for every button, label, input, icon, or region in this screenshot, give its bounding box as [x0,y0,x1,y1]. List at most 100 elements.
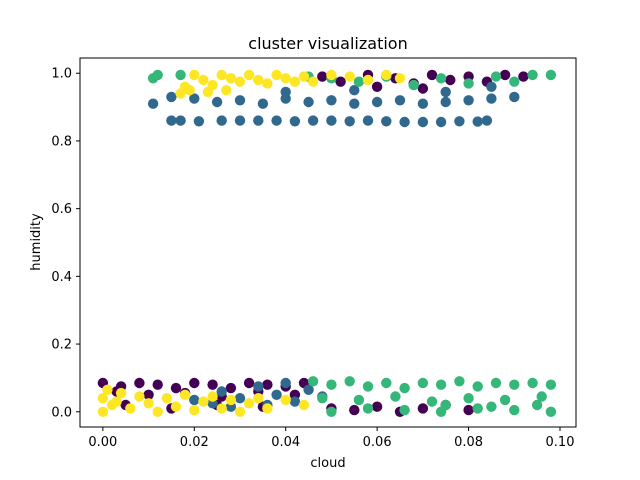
x-tick-label: 0.00 [88,435,117,450]
cluster-1-point [417,98,429,109]
cluster-2-point [399,382,410,394]
cluster-1-point [440,96,451,108]
chart-title: cluster visualization [248,34,407,53]
cluster-2-point [381,377,392,389]
cluster-3-point [143,398,154,409]
cluster-1-point [349,85,360,96]
cluster-1-point [326,115,337,126]
cluster-1-point [271,389,282,400]
y-tick-label: 1.0 [51,67,72,82]
cluster-3-point [280,73,291,84]
cluster-2-point [499,394,511,406]
cluster-3-point [243,398,255,409]
cluster-1-point [303,384,314,395]
cluster-1-point [399,116,410,128]
cluster-3-point [221,85,232,96]
cluster-3-point [253,393,264,404]
cluster-3-point [234,76,246,87]
cluster-2-point [326,379,337,390]
cluster-2-point [454,376,465,387]
x-tick-label: 0.04 [271,435,300,450]
cluster-1-point [211,96,223,108]
cluster-3-point [179,389,191,400]
cluster-0-point [143,389,154,400]
cluster-2-point [435,379,447,390]
cluster-2-point [362,381,374,392]
cluster-1-point [344,116,355,127]
cluster-1-point [189,93,200,104]
cluster-0-point [189,377,200,389]
cluster-1-point [147,98,159,109]
plot-frame [79,57,577,428]
cluster-2-point [435,73,447,84]
cluster-3-point [152,406,163,417]
cluster-0-point [371,401,383,412]
cluster-1-point [234,115,246,126]
cluster-3-point [262,78,273,89]
cluster-1-point [509,91,520,103]
cluster-3-point [243,69,255,81]
cluster-3-point [234,406,246,417]
cluster-1-point [271,115,282,126]
cluster-3-point [271,69,282,81]
cluster-3-point [184,85,195,96]
y-tick-label: 0.2 [51,338,72,353]
cluster-0-point [243,377,255,389]
cluster-1-point [166,115,177,126]
cluster-3-point [202,86,214,98]
cluster-2-point [440,399,451,411]
cluster-3-point [298,399,310,411]
cluster-3-point [189,404,200,416]
cluster-2-point [545,406,557,417]
cluster-0-point [499,69,511,81]
cluster-0-point [134,377,145,389]
cluster-0-point [262,379,273,390]
cluster-2-point [509,379,520,390]
cluster-2-point [390,391,401,402]
cluster-2-point [527,69,538,81]
cluster-3-point [280,394,291,406]
cluster-2-point [527,377,538,389]
cluster-0-point [463,404,474,416]
cluster-1-point [303,96,314,108]
cluster-3-point [216,403,227,414]
cluster-2-point [399,404,410,416]
cluster-1-point [417,116,429,128]
cluster-3-point [115,387,127,399]
cluster-1-point [289,396,301,407]
cluster-1-point [440,86,451,98]
cluster-2-point [353,394,365,406]
x-tick-label: 0.08 [454,435,483,450]
cluster-2-point [175,69,186,81]
cluster-3-point [207,391,218,402]
y-tick-label: 0.0 [51,405,72,420]
cluster-0-point [170,382,182,394]
cluster-2-point [326,406,337,417]
cluster-0-point [371,81,383,93]
cluster-3-point [97,393,109,404]
cluster-1-point [289,116,301,127]
cluster-1-point [280,86,291,98]
cluster-3-point [362,74,374,86]
y-tick-label: 0.6 [51,202,72,217]
cluster-0-point [349,404,360,416]
cluster-2-point [344,376,355,387]
cluster-3-point [225,394,237,406]
cluster-0-point [445,74,456,86]
cluster-2-point [472,381,483,392]
y-axis-label: humidity [29,213,44,271]
cluster-1-point [253,115,264,126]
cluster-1-point [280,377,291,389]
cluster-1-point [349,98,360,109]
cluster-1-point [326,95,337,106]
cluster-2-point [317,393,328,404]
cluster-1-point [435,116,447,128]
cluster-3-point [289,76,301,87]
cluster-3-point [394,73,406,84]
cluster-3-point [189,69,200,81]
x-tick-label: 0.10 [546,435,575,450]
cluster-2-point [536,391,547,402]
cluster-2-point [463,78,474,89]
cluster-3-point [381,69,392,81]
